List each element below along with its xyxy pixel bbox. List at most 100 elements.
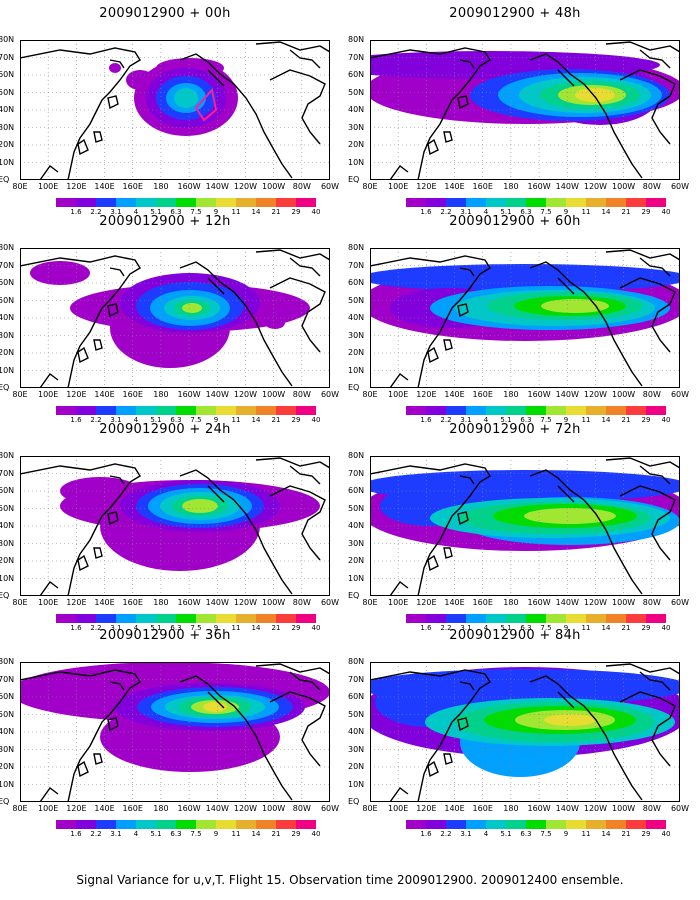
panel-title: 2009012900 + 00h <box>99 6 231 21</box>
colorbar-label: 1.6 <box>70 830 82 838</box>
coastline <box>269 485 326 561</box>
variance-map <box>370 662 680 802</box>
colorbar-swatch <box>646 820 666 829</box>
latitude-label: 50N <box>348 87 365 97</box>
coastline <box>639 49 671 69</box>
colorbar-label: 1.6 <box>420 208 432 216</box>
colorbar-swatch <box>426 614 446 623</box>
latitude-label: 70N <box>0 674 15 684</box>
colorbar-swatch <box>176 614 196 623</box>
coastline <box>77 554 89 572</box>
coastline <box>269 277 326 353</box>
longitude-label: 160E <box>122 598 143 607</box>
coastline <box>443 131 453 143</box>
colorbar-swatch <box>76 614 96 623</box>
coastline <box>207 69 225 87</box>
colorbar-swatch <box>626 406 646 415</box>
colorbar-label: 7.5 <box>190 624 202 632</box>
colorbar-label: 4 <box>483 416 489 424</box>
colorbar-labels: 1.6 2.2 3.1 4 5.1 6.3 7.5 9 11 14 21 29 40 <box>406 830 670 840</box>
colorbar-label: 4 <box>483 830 489 838</box>
latitude-label: 70N <box>0 260 15 270</box>
colorbar-swatch <box>216 820 236 829</box>
latitude-label: 70N <box>0 52 15 62</box>
colorbar-swatch <box>236 198 256 207</box>
latitude-label: 80N <box>0 243 15 252</box>
longitude-label: 120W <box>233 598 258 607</box>
colorbar-swatch <box>486 820 506 829</box>
colorbar-swatch <box>76 198 96 207</box>
coastline <box>179 53 293 179</box>
longitude-label: 160W <box>177 182 201 191</box>
longitude-label: 80W <box>642 598 661 607</box>
longitude-label: 120W <box>583 804 608 813</box>
colorbar-label: 7.5 <box>190 830 202 838</box>
latitude-label: 80N <box>348 657 365 666</box>
colorbar-swatch <box>546 406 566 415</box>
longitude-label: 80W <box>292 390 311 399</box>
latitude-label: 30N <box>0 744 15 754</box>
latitude-label: 60N <box>0 70 15 79</box>
colorbar-swatch <box>136 614 156 623</box>
colorbar-label: 9 <box>213 416 219 424</box>
coastline <box>605 663 680 675</box>
variance-contour <box>524 508 616 524</box>
longitude-label: 100E <box>38 598 59 607</box>
longitude-label: 120W <box>583 182 608 191</box>
colorbar-label: 21 <box>621 208 631 216</box>
coastline <box>557 691 575 709</box>
colorbar-label: 11 <box>581 208 591 216</box>
colorbar-label: 9 <box>563 830 569 838</box>
colorbar-label: 21 <box>271 624 281 632</box>
colorbar-label: 3.1 <box>460 416 472 424</box>
colorbar-swatch <box>216 198 236 207</box>
colorbar-swatch <box>276 406 296 415</box>
colorbar-label: 5.1 <box>150 830 162 838</box>
colorbar-label: 29 <box>291 830 301 838</box>
coastline <box>557 277 575 295</box>
longitude-label: 60W <box>670 390 690 399</box>
colorbar-swatch <box>276 198 296 207</box>
colorbar-swatch <box>136 406 156 415</box>
coastline <box>557 69 575 87</box>
latitude-label: 30N <box>0 330 15 340</box>
coastline <box>77 138 89 156</box>
colorbar-label: 7.5 <box>190 208 202 216</box>
coastline <box>207 691 225 709</box>
coastline <box>459 267 475 277</box>
colorbar-label: 29 <box>641 416 651 424</box>
colorbar-swatch <box>296 820 316 829</box>
colorbar-label: 6.3 <box>520 624 532 632</box>
colorbar-swatch <box>156 198 176 207</box>
colorbar-label: 6.3 <box>170 208 182 216</box>
coastline <box>269 69 326 145</box>
latitude-label: 30N <box>348 744 365 754</box>
colorbar-swatch <box>586 198 606 207</box>
colorbar-swatch <box>466 198 486 207</box>
colorbar-swatch <box>566 406 586 415</box>
colorbar-label: 5.1 <box>500 416 512 424</box>
colorbar-label: 11 <box>581 416 591 424</box>
longitude-label: 80E <box>362 598 378 607</box>
coastline <box>93 131 103 143</box>
longitude-label: 160W <box>527 182 551 191</box>
colorbar <box>56 820 316 829</box>
map-panel: 2009012900 + 84h 80N 70N 60N 50N 40N 30N 20N 10N… <box>348 622 689 842</box>
longitude-label: 160W <box>177 804 201 813</box>
longitude-label: 60W <box>320 390 340 399</box>
longitude-label: 120E <box>416 598 437 607</box>
colorbar-label: 9 <box>563 624 569 632</box>
latitude-label: 20N <box>0 556 15 565</box>
colorbar-label: 14 <box>251 208 261 216</box>
colorbar-label: 1.6 <box>70 208 82 216</box>
colorbar <box>56 406 316 415</box>
coastline <box>179 675 293 801</box>
colorbar-labels: 1.6 2.2 3.1 4 5.1 6.3 7.5 9 11 14 21 29 40 <box>56 416 320 426</box>
longitude-label: 180 <box>503 804 519 813</box>
longitude-label: 140E <box>94 390 115 399</box>
latitude-label: 20N <box>0 762 15 771</box>
colorbar-label: 11 <box>231 624 241 632</box>
colorbar-swatch <box>276 614 296 623</box>
colorbar-swatch <box>196 614 216 623</box>
longitude-label: 140W <box>555 182 579 191</box>
